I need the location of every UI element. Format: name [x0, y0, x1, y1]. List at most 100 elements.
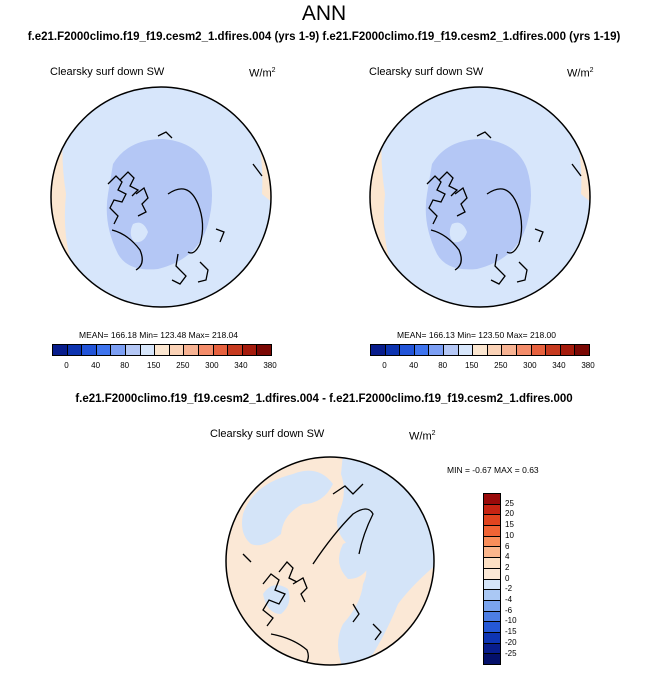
diff-cool-region-center — [339, 540, 373, 579]
left-polar-map — [50, 86, 272, 308]
colorbar-segment — [531, 345, 547, 355]
page-title: ANN — [301, 2, 347, 25]
colorbar-tick-label: 10 — [505, 530, 514, 540]
colorbar-segment — [484, 558, 500, 569]
colorbar-segment — [443, 345, 459, 355]
colorbar-segment — [484, 590, 500, 601]
colorbar-segment — [484, 579, 500, 591]
map-boundary-circle — [50, 86, 272, 308]
difference-polar-map — [225, 456, 435, 666]
colorbar-tick-label: 0 — [382, 361, 387, 370]
colorbar-tick-label: -20 — [505, 637, 517, 647]
map-inner-light-region — [130, 222, 148, 243]
colorbar-tick-label: 300 — [205, 361, 219, 370]
colorbar-segment — [484, 654, 500, 664]
colorbar-tick-label: 40 — [91, 361, 101, 370]
colorbar-segment — [213, 345, 229, 355]
left-colorbar-ticks: 0 40 80 150 250 300 340 380 — [52, 361, 276, 373]
right-units: W/m2 — [567, 67, 594, 80]
colorbar-segment — [257, 345, 271, 355]
difference-title: f.e21.F2000climo.f19_f19.cesm2_1.dfires.… — [75, 393, 573, 405]
diff-units: W/m2 — [409, 430, 436, 443]
colorbar-segment — [484, 536, 500, 548]
colorbar-tick-label: 15 — [505, 520, 514, 530]
left-units: W/m2 — [249, 67, 276, 80]
colorbar-segment — [484, 504, 500, 516]
colorbar-segment — [53, 345, 68, 355]
colorbar-segment — [484, 568, 500, 580]
diff-cool-region-east — [337, 457, 434, 665]
left-stats: MEAN= 166.18 Min= 123.48 Max= 218.04 — [79, 330, 239, 340]
diff-cool-region-sw — [263, 585, 290, 614]
right-polar-map — [369, 86, 591, 308]
coastlines — [426, 131, 582, 285]
colorbar-tick-label: -6 — [505, 605, 513, 615]
colorbar-segment — [502, 345, 517, 355]
diff-map-boundary-circle — [225, 456, 435, 666]
colorbar-segment — [242, 345, 258, 355]
colorbar-segment — [484, 526, 500, 537]
colorbar-segment — [385, 345, 401, 355]
left-colorbar — [52, 344, 272, 356]
diff-cool-region-nw — [242, 470, 333, 546]
colorbar-tick-label: 300 — [523, 361, 537, 370]
colorbar-segment — [484, 515, 500, 527]
colorbar-segment — [487, 345, 503, 355]
colorbar-tick-label: 25 — [505, 498, 514, 508]
colorbar-tick-label: 150 — [465, 361, 479, 370]
diff-colorbar-ticks: 25 20 15 10 6 4 2 0 -2 -4 -6 -10 -15 -20 -25 — [505, 493, 535, 673]
right-stats: MEAN= 166.13 Min= 123.50 Max= 218.00 — [397, 330, 557, 340]
colorbar-tick-label: 40 — [409, 361, 419, 370]
colorbar-segment — [484, 547, 500, 559]
colorbar-segment — [82, 345, 97, 355]
colorbar-segment — [484, 643, 500, 655]
colorbar-segment — [169, 345, 185, 355]
diff-plot-label: Clearsky surf down SW — [210, 428, 325, 440]
colorbar-segment — [155, 345, 170, 355]
colorbar-segment — [96, 345, 112, 355]
colorbar-tick-label: 250 — [176, 361, 190, 370]
colorbar-tick-label: -10 — [505, 616, 517, 626]
colorbar-segment — [414, 345, 430, 355]
diff-colorbar — [483, 493, 501, 665]
colorbar-tick-label: 80 — [120, 361, 130, 370]
colorbar-segment — [111, 345, 126, 355]
colorbar-segment — [198, 345, 214, 355]
colorbar-segment — [560, 345, 576, 355]
colorbar-tick-label: -25 — [505, 648, 517, 658]
colorbar-segment — [473, 345, 488, 355]
colorbar-tick-label: 380 — [581, 361, 595, 370]
colorbar-segment — [67, 345, 83, 355]
colorbar-tick-label: 0 — [505, 573, 510, 583]
diff-stats: MIN = -0.67 MAX = 0.63 — [447, 465, 539, 475]
right-colorbar-ticks: 0 40 80 150 250 300 340 380 — [370, 361, 594, 373]
right-colorbar — [370, 344, 590, 356]
colorbar-segment — [484, 622, 500, 633]
colorbar-segment — [546, 345, 561, 355]
coastlines — [107, 131, 263, 285]
colorbar-tick-label: 150 — [147, 361, 161, 370]
map-inner-light-region — [449, 222, 467, 243]
colorbar-segment — [575, 345, 589, 355]
colorbar-tick-label: 2 — [505, 562, 510, 572]
colorbar-segment — [516, 345, 532, 355]
left-plot-label: Clearsky surf down SW — [50, 66, 165, 78]
colorbar-segment — [400, 345, 415, 355]
colorbar-tick-label: 0 — [64, 361, 69, 370]
colorbar-segment — [371, 345, 386, 355]
colorbar-tick-label: -2 — [505, 584, 513, 594]
colorbar-segment — [429, 345, 444, 355]
colorbar-tick-label: 6 — [505, 541, 510, 551]
colorbar-segment — [484, 611, 500, 623]
case-subtitle: f.e21.F2000climo.f19_f19.cesm2_1.dfires.… — [27, 31, 621, 43]
colorbar-tick-label: 20 — [505, 509, 514, 519]
colorbar-tick-label: 380 — [263, 361, 277, 370]
colorbar-segment — [484, 632, 500, 644]
colorbar-tick-label: 4 — [505, 552, 510, 562]
map-boundary-circle — [369, 86, 591, 308]
colorbar-tick-label: 80 — [438, 361, 448, 370]
colorbar-tick-label: 340 — [552, 361, 566, 370]
colorbar-tick-label: -15 — [505, 627, 517, 637]
colorbar-segment — [484, 494, 500, 505]
colorbar-segment — [184, 345, 199, 355]
